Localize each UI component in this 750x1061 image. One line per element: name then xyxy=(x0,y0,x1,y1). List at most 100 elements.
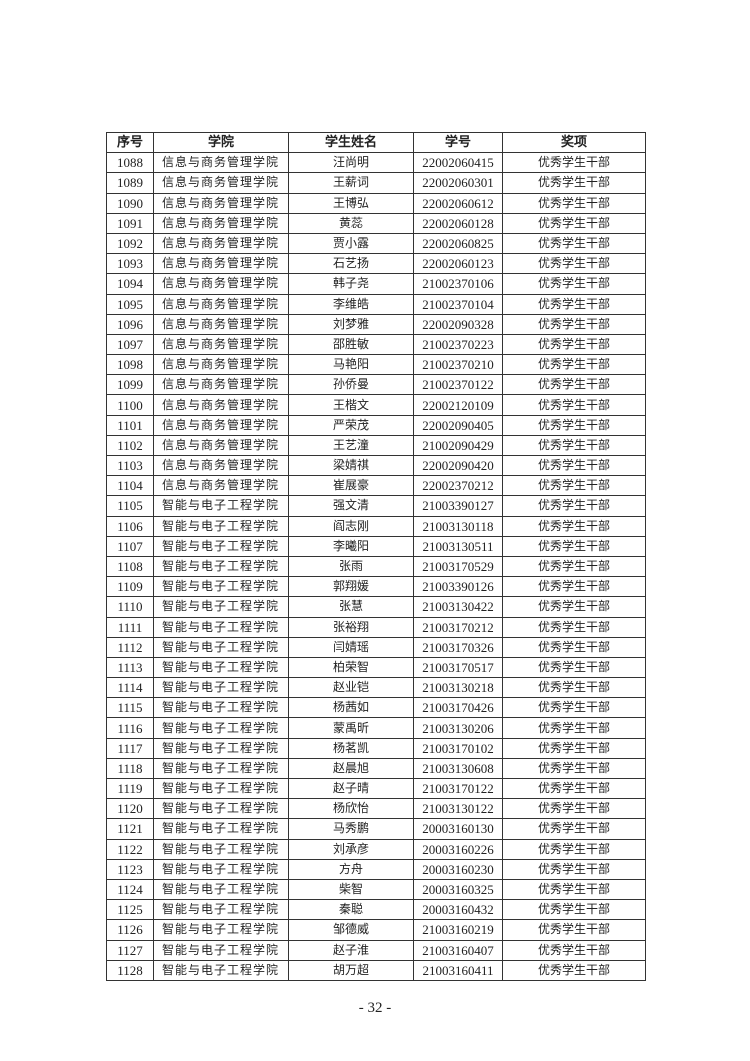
cell-college: 智能与电子工程学院 xyxy=(153,717,289,739)
table-row: 1115 智能与电子工程学院 杨茜如 21003170426 优秀学生干部 xyxy=(106,697,646,719)
cell-student-id: 21003130608 xyxy=(413,757,503,780)
table-row: 1127 智能与电子工程学院 赵子淮 21003160407 优秀学生干部 xyxy=(106,939,646,961)
cell-college: 智能与电子工程学院 xyxy=(153,899,289,921)
cell-student-name: 阎志刚 xyxy=(288,515,414,537)
table-row: 1098 信息与商务管理学院 马艳阳 21002370210 优秀学生干部 xyxy=(106,354,646,376)
table-row: 1113 智能与电子工程学院 柏荣智 21003170517 优秀学生干部 xyxy=(106,656,646,679)
table-row: 1112 智能与电子工程学院 闫婧瑶 21003170326 优秀学生干部 xyxy=(106,636,646,658)
table-row: 1089 信息与商务管理学院 王薪词 22002060301 优秀学生干部 xyxy=(106,172,646,194)
cell-student-id: 20003160230 xyxy=(413,858,503,880)
cell-student-name: 邵胜敏 xyxy=(288,333,414,356)
cell-college: 智能与电子工程学院 xyxy=(153,858,289,880)
cell-student-id: 21003130118 xyxy=(413,515,503,537)
cell-student-id: 21003160219 xyxy=(413,919,503,941)
cell-student-name: 柴智 xyxy=(288,878,414,901)
cell-student-id: 20003160226 xyxy=(413,838,503,860)
table-row: 1114 智能与电子工程学院 赵业铠 21003130218 优秀学生干部 xyxy=(106,677,646,699)
cell-index: 1127 xyxy=(106,939,154,961)
cell-award: 优秀学生干部 xyxy=(502,333,646,356)
cell-college: 信息与商务管理学院 xyxy=(153,192,289,214)
cell-award: 优秀学生干部 xyxy=(502,414,646,436)
cell-college: 信息与商务管理学院 xyxy=(153,273,289,295)
cell-award: 优秀学生干部 xyxy=(502,475,646,497)
cell-student-id: 21003130422 xyxy=(413,596,503,618)
table-row: 1126 智能与电子工程学院 邹德威 21003160219 优秀学生干部 xyxy=(106,919,646,941)
cell-award: 优秀学生干部 xyxy=(502,737,646,759)
cell-college: 智能与电子工程学院 xyxy=(153,737,289,759)
cell-student-name: 黄蕊 xyxy=(288,212,414,234)
table-row: 1096 信息与商务管理学院 刘梦雅 22002090328 优秀学生干部 xyxy=(106,313,646,335)
cell-index: 1120 xyxy=(106,798,154,820)
cell-student-name: 胡万超 xyxy=(288,959,414,981)
cell-index: 1122 xyxy=(106,838,154,860)
cell-student-name: 张裕翔 xyxy=(288,616,414,638)
cell-student-name: 刘梦雅 xyxy=(288,313,414,335)
cell-award: 优秀学生干部 xyxy=(502,777,646,800)
table-row: 1092 信息与商务管理学院 贾小露 22002060825 优秀学生干部 xyxy=(106,232,646,255)
cell-award: 优秀学生干部 xyxy=(502,495,646,517)
cell-student-id: 20003160432 xyxy=(413,899,503,921)
table-row: 1117 智能与电子工程学院 杨茗凯 21003170102 优秀学生干部 xyxy=(106,737,646,759)
cell-index: 1115 xyxy=(106,697,154,719)
cell-college: 智能与电子工程学院 xyxy=(153,535,289,557)
cell-award: 优秀学生干部 xyxy=(502,899,646,921)
cell-award: 优秀学生干部 xyxy=(502,313,646,335)
cell-student-id: 22002120109 xyxy=(413,394,503,416)
cell-student-id: 21003170122 xyxy=(413,777,503,800)
cell-award: 优秀学生干部 xyxy=(502,454,646,477)
cell-student-name: 郭翔媛 xyxy=(288,576,414,598)
table-row: 1102 信息与商务管理学院 王艺潼 21002090429 优秀学生干部 xyxy=(106,434,646,457)
cell-index: 1103 xyxy=(106,454,154,477)
cell-award: 优秀学生干部 xyxy=(502,212,646,234)
cell-index: 1118 xyxy=(106,757,154,780)
table-row: 1122 智能与电子工程学院 刘承彦 20003160226 优秀学生干部 xyxy=(106,838,646,860)
table-row: 1116 智能与电子工程学院 蒙禹昕 21003130206 优秀学生干部 xyxy=(106,717,646,739)
cell-index: 1112 xyxy=(106,636,154,658)
cell-award: 优秀学生干部 xyxy=(502,656,646,679)
cell-award: 优秀学生干部 xyxy=(502,596,646,618)
cell-award: 优秀学生干部 xyxy=(502,354,646,376)
cell-index: 1124 xyxy=(106,878,154,901)
cell-index: 1097 xyxy=(106,333,154,356)
table-row: 1099 信息与商务管理学院 孙侨曼 21002370122 优秀学生干部 xyxy=(106,374,646,396)
table-row: 1095 信息与商务管理学院 李维皓 21002370104 优秀学生干部 xyxy=(106,293,646,315)
cell-student-name: 柏荣智 xyxy=(288,656,414,679)
table-row: 1123 智能与电子工程学院 方舟 20003160230 优秀学生干部 xyxy=(106,858,646,880)
cell-index: 1117 xyxy=(106,737,154,759)
table-row: 1100 信息与商务管理学院 王楷文 22002120109 优秀学生干部 xyxy=(106,394,646,416)
cell-award: 优秀学生干部 xyxy=(502,838,646,860)
cell-index: 1106 xyxy=(106,515,154,537)
cell-college: 信息与商务管理学院 xyxy=(153,293,289,315)
cell-student-id: 21003390127 xyxy=(413,495,503,517)
table-row: 1088 信息与商务管理学院 汪尚明 22002060415 优秀学生干部 xyxy=(106,152,646,174)
award-table: 序号 学院 学生姓名 学号 奖项 1088 信息与商务管理学院 汪尚明 2200206… xyxy=(106,131,646,981)
cell-award: 优秀学生干部 xyxy=(502,394,646,416)
cell-index: 1125 xyxy=(106,899,154,921)
header-college: 学院 xyxy=(153,131,289,154)
cell-index: 1095 xyxy=(106,293,154,315)
cell-student-name: 贾小露 xyxy=(288,232,414,255)
table-row: 1111 智能与电子工程学院 张裕翔 21003170212 优秀学生干部 xyxy=(106,616,646,638)
cell-college: 信息与商务管理学院 xyxy=(153,354,289,376)
cell-college: 信息与商务管理学院 xyxy=(153,434,289,457)
cell-college: 智能与电子工程学院 xyxy=(153,596,289,618)
cell-student-name: 马秀鹏 xyxy=(288,818,414,840)
cell-award: 优秀学生干部 xyxy=(502,434,646,457)
cell-student-name: 赵子淮 xyxy=(288,939,414,961)
cell-student-name: 王博弘 xyxy=(288,192,414,214)
cell-student-name: 杨茜如 xyxy=(288,697,414,719)
cell-student-id: 21003130511 xyxy=(413,535,503,557)
cell-college: 智能与电子工程学院 xyxy=(153,939,289,961)
cell-student-name: 王薪词 xyxy=(288,172,414,194)
cell-student-id: 21002090429 xyxy=(413,434,503,457)
cell-student-id: 21002370122 xyxy=(413,374,503,396)
cell-college: 信息与商务管理学院 xyxy=(153,475,289,497)
cell-student-id: 21002370104 xyxy=(413,293,503,315)
cell-index: 1096 xyxy=(106,313,154,335)
cell-award: 优秀学生干部 xyxy=(502,192,646,214)
table-row: 1125 智能与电子工程学院 秦聪 20003160432 优秀学生干部 xyxy=(106,899,646,921)
cell-student-id: 22002370212 xyxy=(413,475,503,497)
cell-index: 1113 xyxy=(106,656,154,679)
table-row: 1120 智能与电子工程学院 杨欣怡 21003130122 优秀学生干部 xyxy=(106,798,646,820)
cell-award: 优秀学生干部 xyxy=(502,535,646,557)
